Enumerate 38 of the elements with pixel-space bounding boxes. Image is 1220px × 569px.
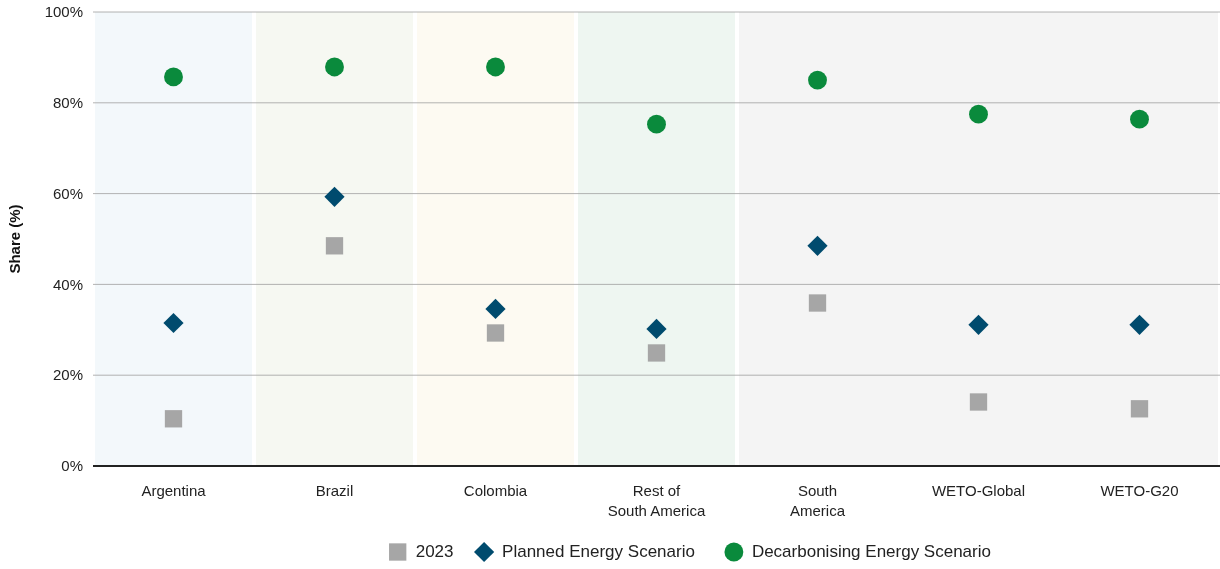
point [164, 67, 183, 87]
point [1129, 314, 1150, 335]
point [646, 318, 667, 339]
legend-label: Decarbonising Energy Scenario [751, 542, 991, 561]
y-tick-label: 60% [52, 184, 83, 202]
point [1130, 109, 1149, 129]
point [325, 57, 344, 77]
y-tick-label: 80% [52, 94, 83, 112]
point [968, 314, 989, 335]
point [485, 298, 506, 320]
x-tick-label: WETO-G20 [1100, 482, 1179, 499]
x-tick-label: Colombia [463, 482, 528, 499]
point [647, 344, 666, 362]
point [647, 114, 666, 134]
point [325, 237, 344, 255]
point [807, 235, 828, 256]
point [969, 393, 988, 411]
point [969, 104, 988, 124]
y-tick-label: 20% [52, 366, 83, 384]
point [808, 294, 827, 312]
point [808, 70, 827, 90]
x-tick-label: Argentina [141, 482, 207, 499]
x-tick-label: Brazil [315, 482, 354, 499]
y-tick-label: 40% [52, 275, 83, 293]
point [486, 57, 505, 77]
y-axis-title: Share (%) [6, 204, 23, 274]
y-tick-label: 100% [44, 3, 83, 21]
x-tick-label: WETO-Global [931, 482, 1026, 499]
point [324, 186, 345, 207]
legend-label: 2023 [415, 542, 454, 561]
point [163, 312, 184, 334]
legend-label: Planned Energy Scenario [502, 542, 695, 561]
point [486, 324, 505, 342]
point [164, 410, 183, 428]
y-tick-label: 0% [61, 457, 83, 475]
x-tick-label: South America [789, 482, 846, 519]
x-tick-label: Rest of South America [607, 482, 706, 519]
point [1130, 400, 1149, 418]
